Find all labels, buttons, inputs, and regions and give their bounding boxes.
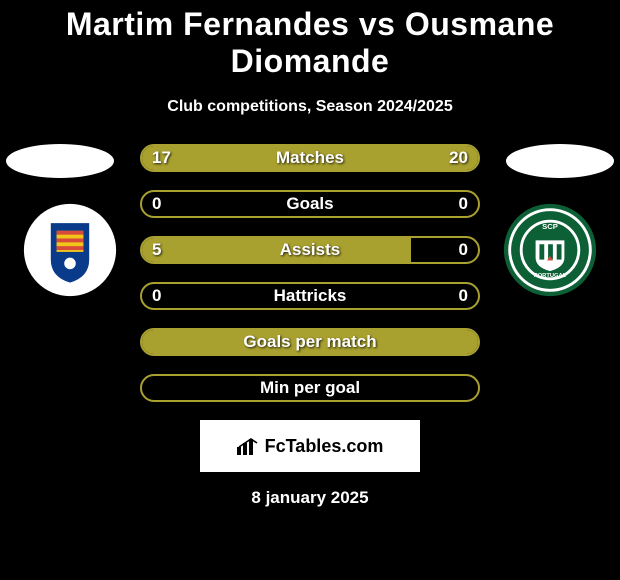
sporting-badge-icon: SCP PORTUGAL bbox=[502, 202, 598, 298]
bar-chart-icon bbox=[237, 437, 261, 455]
club-badge-left bbox=[22, 202, 118, 298]
fctables-label: FcTables.com bbox=[265, 436, 384, 457]
player-right-avatar-placeholder bbox=[506, 144, 614, 178]
stat-label: Assists bbox=[142, 238, 478, 262]
page-title: Martim Fernandes vs Ousmane Diomande bbox=[0, 0, 620, 80]
stat-row-goals-per-match: Goals per match bbox=[140, 328, 480, 356]
stat-row-min-per-goal: Min per goal bbox=[140, 374, 480, 402]
stat-label: Matches bbox=[142, 146, 478, 170]
svg-text:SCP: SCP bbox=[542, 222, 558, 231]
stat-value-right: 20 bbox=[449, 146, 468, 170]
stat-label: Goals bbox=[142, 192, 478, 216]
stat-label: Min per goal bbox=[142, 376, 478, 400]
fctables-attribution: FcTables.com bbox=[200, 420, 420, 472]
stat-row-goals: 0 Goals 0 bbox=[140, 190, 480, 218]
club-badge-right: SCP PORTUGAL bbox=[502, 202, 598, 298]
player-left-avatar-placeholder bbox=[6, 144, 114, 178]
fctables-logo: FcTables.com bbox=[237, 436, 384, 457]
stat-label: Goals per match bbox=[142, 330, 478, 354]
date-text: 8 january 2025 bbox=[0, 488, 620, 508]
stat-row-matches: 17 Matches 20 bbox=[140, 144, 480, 172]
porto-badge-icon bbox=[22, 202, 118, 298]
stat-row-assists: 5 Assists 0 bbox=[140, 236, 480, 264]
subtitle: Club competitions, Season 2024/2025 bbox=[0, 98, 620, 116]
stat-value-right: 0 bbox=[459, 192, 468, 216]
stats-area: SCP PORTUGAL 17 Matches 20 bbox=[0, 144, 620, 402]
svg-text:PORTUGAL: PORTUGAL bbox=[534, 273, 567, 279]
stat-bars: 17 Matches 20 0 Goals 0 5 Assists 0 bbox=[140, 144, 480, 402]
comparison-infographic: Martim Fernandes vs Ousmane Diomande Clu… bbox=[0, 0, 620, 508]
stat-row-hattricks: 0 Hattricks 0 bbox=[140, 282, 480, 310]
stat-label: Hattricks bbox=[142, 284, 478, 308]
stat-value-right: 0 bbox=[459, 238, 468, 262]
stat-value-right: 0 bbox=[459, 284, 468, 308]
